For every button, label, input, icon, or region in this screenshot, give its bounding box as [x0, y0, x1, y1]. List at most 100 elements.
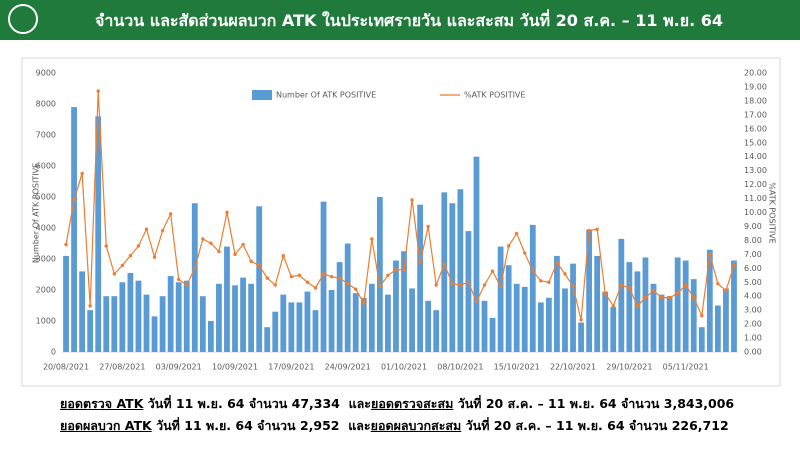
- line-point: [659, 295, 664, 300]
- line-point: [168, 212, 173, 216]
- y2-tick-label: 14.00: [744, 152, 767, 161]
- bar: [119, 282, 126, 352]
- x-tick-label: 17/09/2021: [268, 363, 314, 372]
- y-tick-label: 9000: [36, 69, 56, 78]
- legend-swatch: [252, 90, 272, 100]
- line-point: [112, 272, 117, 276]
- bar: [497, 246, 504, 352]
- x-tick-label: 03/09/2021: [156, 363, 202, 372]
- y-tick-label: 4000: [36, 224, 56, 233]
- bar: [714, 305, 721, 352]
- logo: [8, 4, 38, 34]
- bar: [690, 279, 697, 352]
- bar: [224, 246, 230, 352]
- bar: [578, 322, 584, 352]
- bar: [457, 189, 464, 352]
- bar: [449, 203, 456, 352]
- bar: [586, 229, 593, 352]
- y2-tick-label: 10.00: [744, 208, 767, 217]
- line-point: [547, 280, 551, 284]
- bar: [312, 310, 319, 352]
- y-tick-label: 5000: [36, 193, 56, 202]
- line-point: [354, 287, 358, 291]
- bar: [658, 294, 665, 352]
- y-tick-label: 3000: [36, 255, 56, 264]
- bar: [723, 288, 729, 352]
- x-tick-label: 27/08/2021: [99, 363, 145, 372]
- bar: [264, 327, 271, 352]
- bar: [111, 296, 118, 352]
- line-point: [675, 291, 680, 296]
- bar: [521, 286, 528, 352]
- x-tick-label: 20/08/2021: [43, 363, 89, 372]
- line-point: [563, 272, 567, 276]
- line-point: [506, 244, 511, 248]
- bar: [465, 231, 472, 352]
- x-tick-label: 08/10/2021: [437, 363, 483, 372]
- bar: [304, 291, 311, 352]
- line-point: [96, 89, 100, 93]
- bar: [537, 302, 544, 352]
- header-title: จำนวน และสัดส่วนผลบวก ATK ในประเทศรายวัน…: [95, 11, 723, 30]
- y-tick-label: 0: [51, 348, 56, 357]
- y2-tick-label: 7.00: [744, 250, 762, 259]
- x-tick-label: 01/10/2021: [381, 363, 427, 372]
- bar: [610, 307, 617, 352]
- line-point: [724, 288, 728, 293]
- y2-tick-label: 2.00: [744, 320, 762, 329]
- footer-text: วันที่ 20 ส.ค. – 11 พ.ย. 64 จำนวน 226,71…: [461, 418, 729, 433]
- line-point: [233, 252, 237, 257]
- line-point: [225, 210, 229, 215]
- bar: [288, 302, 295, 352]
- footer-text: ยอดตรวจ ATK: [60, 396, 144, 411]
- y2-tick-label: 15.00: [744, 138, 767, 147]
- line-point: [571, 284, 575, 289]
- line-point: [579, 318, 583, 322]
- line-point: [136, 244, 141, 248]
- line-point: [466, 280, 471, 284]
- line-point: [241, 242, 245, 247]
- bar: [216, 283, 222, 352]
- bar: [642, 257, 649, 352]
- footer-text: ยอดผลบวกสะสม: [370, 418, 462, 433]
- line-point: [321, 272, 326, 276]
- line-point: [619, 283, 624, 287]
- bar: [344, 243, 351, 352]
- bar: [320, 201, 327, 352]
- y2-tick-label: 19.00: [744, 82, 767, 91]
- bar: [602, 291, 609, 352]
- line-point: [257, 263, 261, 268]
- line-point: [667, 295, 672, 300]
- bar: [232, 285, 238, 352]
- line-point: [434, 283, 438, 287]
- bar: [135, 280, 142, 352]
- y2-tick-label: 5.00: [744, 278, 762, 287]
- footer-line: ยอดตรวจ ATK วันที่ 11 พ.ย. 64 จำนวน 47,3…: [60, 393, 734, 415]
- line-point: [418, 261, 422, 265]
- line-point: [88, 304, 92, 308]
- line-point: [265, 276, 269, 280]
- bar: [513, 283, 520, 352]
- line-point: [193, 266, 197, 270]
- bar: [682, 260, 689, 352]
- footer-text: วันที่ 11 พ.ย. 64 จำนวน 47,334 และ: [143, 396, 371, 411]
- line-point: [531, 269, 535, 273]
- bar: [127, 272, 134, 352]
- bar: [401, 251, 407, 352]
- bar: [562, 288, 568, 352]
- bar: [376, 197, 383, 352]
- bar: [618, 238, 625, 352]
- bar: [151, 316, 158, 352]
- bar: [183, 280, 190, 352]
- y2-tick-label: 20.00: [744, 69, 767, 78]
- line-point: [708, 252, 712, 257]
- line-point: [297, 273, 302, 277]
- x-tick-label: 22/10/2021: [550, 363, 596, 372]
- line-point: [683, 283, 688, 287]
- y2-tick-label: 9.00: [744, 222, 762, 231]
- y2-tick-label: 4.00: [744, 292, 762, 301]
- line-point: [603, 291, 607, 296]
- line-point: [458, 283, 463, 287]
- legend-label: %ATK POSITIVE: [464, 91, 525, 100]
